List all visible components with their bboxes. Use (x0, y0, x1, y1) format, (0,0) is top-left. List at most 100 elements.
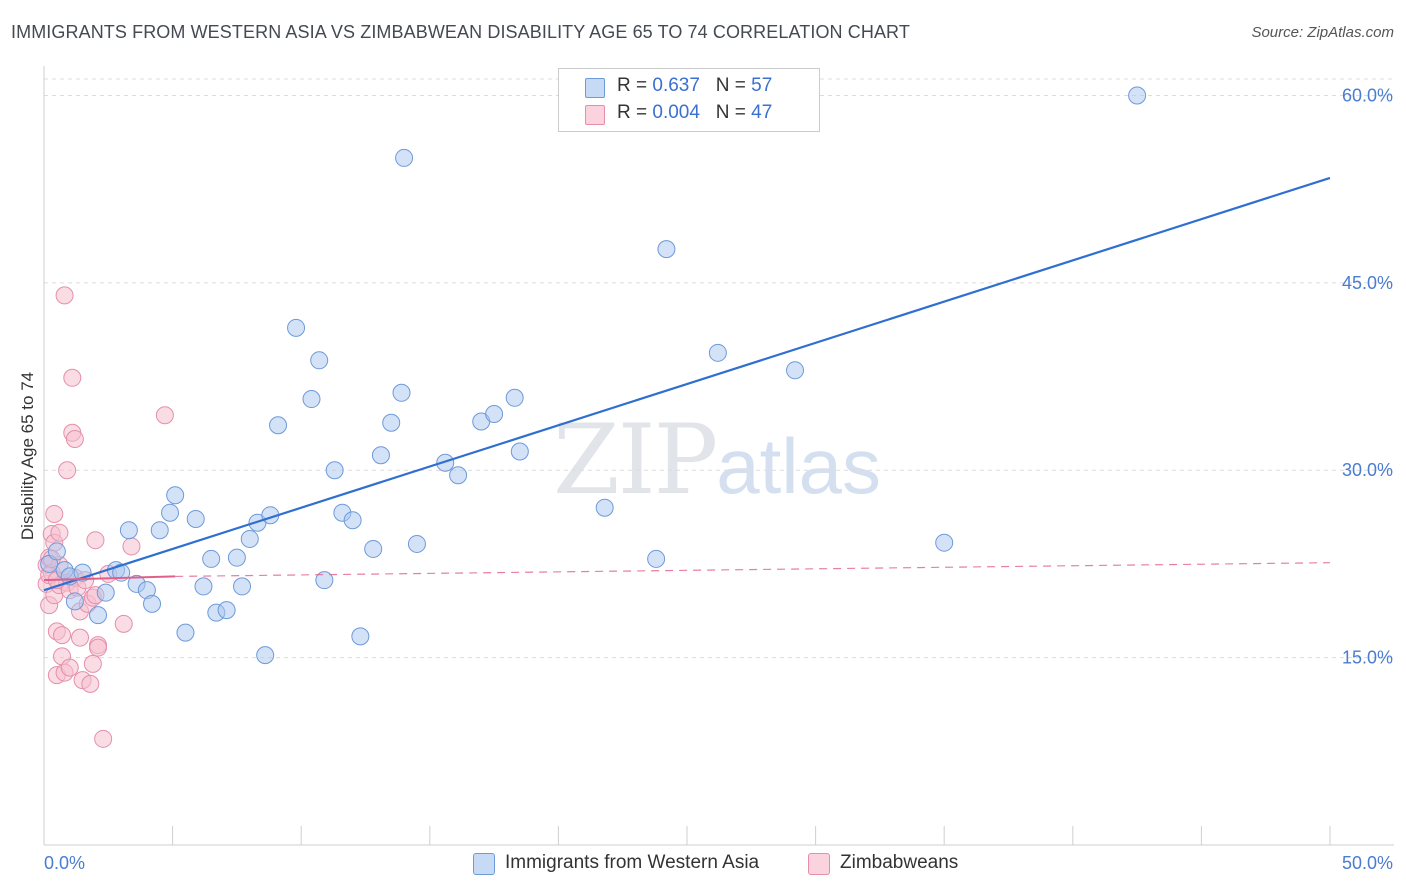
point-immigrants (269, 416, 288, 435)
bottom-legend-swatch-pink (808, 853, 830, 875)
point-zimbabweans (83, 654, 102, 673)
correlation-legend: R = 0.637 N = 57 R = 0.004 N = 47 (558, 68, 820, 132)
point-immigrants (343, 511, 362, 530)
point-immigrants (485, 405, 504, 424)
legend-n-value: 57 (751, 75, 773, 96)
point-immigrants (186, 509, 205, 528)
point-immigrants (505, 388, 524, 407)
point-immigrants (302, 390, 321, 409)
point-immigrants (364, 539, 383, 558)
point-immigrants (217, 601, 236, 620)
trend-line-zimbabweans-extension (175, 562, 1331, 578)
legend-r-label: R = (617, 75, 648, 96)
point-immigrants (65, 592, 84, 611)
series-zimbabweans (37, 286, 174, 748)
bottom-legend-label-pink: Zimbabweans (840, 852, 959, 873)
point-immigrants (166, 486, 185, 505)
trend-line-immigrants (43, 176, 1331, 592)
point-immigrants (256, 646, 275, 665)
point-immigrants (119, 521, 138, 540)
point-immigrants (315, 571, 334, 590)
x-tick-label-max: 50.0% (1342, 853, 1393, 873)
point-immigrants (96, 583, 115, 602)
point-zimbabweans (63, 368, 82, 387)
point-immigrants (161, 503, 180, 522)
legend-r-value: 0.004 (652, 102, 700, 123)
source-credit: Source: ZipAtlas.com (1251, 24, 1394, 41)
point-immigrants (233, 577, 252, 596)
point-immigrants (47, 542, 66, 561)
point-immigrants (176, 623, 195, 642)
series-immigrants-western-asia (40, 86, 1147, 665)
point-immigrants (351, 627, 370, 646)
legend-swatch-pink (585, 105, 605, 125)
point-zimbabweans (45, 504, 64, 523)
legend-n-value: 47 (751, 102, 773, 123)
point-immigrants (227, 548, 246, 567)
point-immigrants (449, 466, 468, 485)
point-zimbabweans (94, 729, 113, 748)
point-immigrants (150, 521, 169, 540)
legend-r-value: 0.637 (652, 75, 700, 96)
point-immigrants (310, 351, 329, 370)
point-immigrants (202, 549, 221, 568)
point-zimbabweans (55, 286, 74, 305)
point-zimbabweans (53, 626, 72, 645)
legend-n-label: N = (715, 102, 746, 123)
point-immigrants (436, 453, 455, 472)
watermark-zip: ZIP (553, 404, 718, 516)
point-zimbabweans (155, 406, 174, 425)
y-axis-label: Disability Age 65 to 74 (18, 372, 37, 540)
point-immigrants (407, 534, 426, 553)
point-immigrants (287, 318, 306, 337)
legend-text-blue: R = 0.637 N = 57 (617, 75, 772, 97)
point-immigrants (395, 148, 414, 167)
point-immigrants (786, 361, 805, 380)
y-tick-label: 60.0% (1342, 85, 1393, 105)
point-zimbabweans (58, 461, 77, 480)
trend-lines (43, 176, 1331, 592)
point-immigrants (595, 498, 614, 517)
point-immigrants (382, 413, 401, 432)
point-immigrants (325, 461, 344, 480)
legend-swatch-blue (585, 78, 605, 98)
point-immigrants (392, 383, 411, 402)
point-zimbabweans (122, 537, 141, 556)
legend-n-label: N = (715, 75, 746, 96)
point-zimbabweans (81, 674, 100, 693)
point-zimbabweans (114, 614, 133, 633)
y-tick-label: 15.0% (1342, 648, 1393, 668)
y-tick-label: 30.0% (1342, 460, 1393, 480)
trend-line-zimbabweans (43, 575, 176, 582)
point-immigrants (240, 529, 259, 548)
point-immigrants (657, 240, 676, 259)
x-tick-label-min: 0.0% (44, 853, 85, 873)
grid-lines (44, 78, 1394, 659)
legend-text-pink: R = 0.004 N = 47 (617, 102, 772, 124)
point-immigrants (510, 442, 529, 461)
point-zimbabweans (65, 430, 84, 449)
point-immigrants (194, 577, 213, 596)
axes (43, 66, 1394, 846)
bottom-legend-label-blue: Immigrants from Western Asia (505, 852, 760, 873)
watermark-atlas: atlas (716, 422, 881, 510)
chart-title: IMMIGRANTS FROM WESTERN ASIA VS ZIMBABWE… (11, 22, 910, 42)
legend-r-label: R = (617, 102, 648, 123)
point-immigrants (89, 606, 108, 625)
point-zimbabweans (86, 531, 105, 550)
point-zimbabweans (50, 523, 69, 542)
watermark: ZIPatlas (553, 404, 881, 516)
point-zimbabweans (60, 658, 79, 677)
bottom-legend-swatch-blue (473, 853, 495, 875)
point-immigrants (935, 533, 954, 552)
axis-labels: 15.0% 30.0% 45.0% 60.0% 0.0% 50.0% Disability … (18, 85, 1393, 873)
point-immigrants (371, 446, 390, 465)
point-immigrants (143, 594, 162, 613)
y-tick-label: 45.0% (1342, 273, 1393, 293)
point-immigrants (708, 343, 727, 362)
point-immigrants (647, 549, 666, 568)
point-immigrants (1128, 86, 1147, 105)
point-zimbabweans (71, 628, 90, 647)
point-zimbabweans (89, 638, 108, 657)
